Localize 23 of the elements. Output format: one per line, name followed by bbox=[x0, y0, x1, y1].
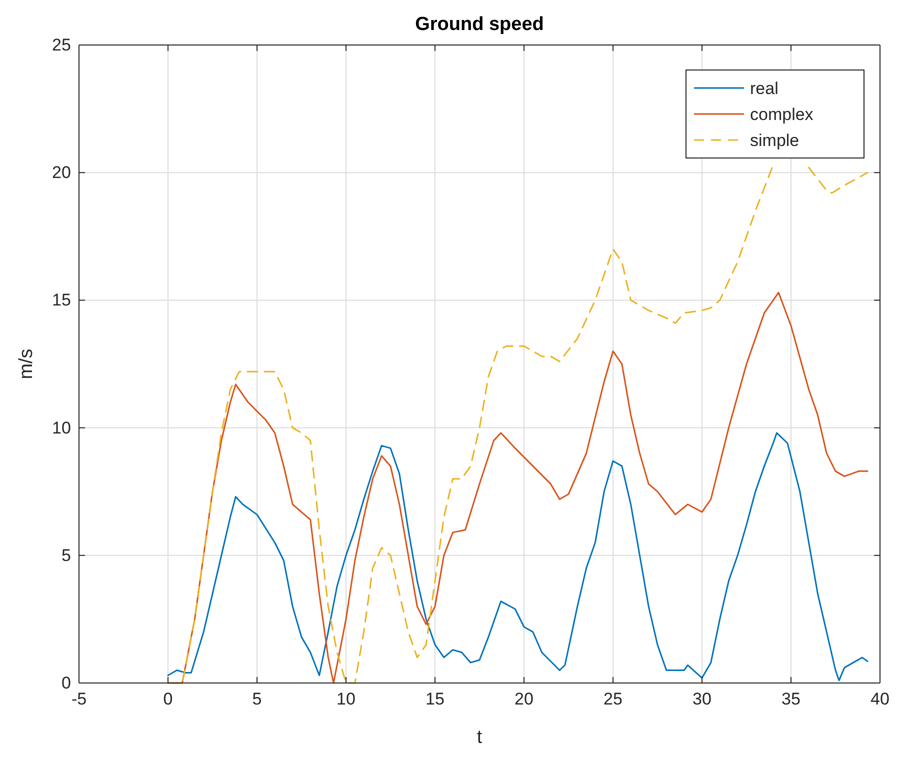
x-tick-label: 0 bbox=[163, 690, 173, 709]
line-series bbox=[167, 432, 868, 682]
y-tick-label: 5 bbox=[61, 546, 71, 565]
y-tick-label: 25 bbox=[52, 35, 71, 54]
x-tick-label: 10 bbox=[336, 690, 356, 709]
x-tick-label: 20 bbox=[514, 690, 534, 709]
y-tick-label: 10 bbox=[52, 418, 71, 438]
y-axis-title: m/s bbox=[16, 348, 37, 380]
x-axis-title: t bbox=[476, 727, 483, 748]
chart-title: Ground speed bbox=[415, 14, 544, 35]
x-tick-label: 40 bbox=[870, 690, 890, 709]
x-tick-label: 30 bbox=[692, 690, 712, 709]
y-tick-label: 20 bbox=[52, 163, 71, 182]
x-tick-label: 25 bbox=[604, 690, 622, 709]
x-tick-label: 5 bbox=[252, 690, 262, 709]
legend-label: simple bbox=[750, 131, 800, 150]
x-tick-label: 35 bbox=[782, 690, 800, 709]
y-tick-label: 0 bbox=[61, 673, 71, 692]
x-tick-label: 15 bbox=[426, 690, 444, 709]
x-tick-label: -5 bbox=[71, 690, 87, 709]
legend-label: complex bbox=[750, 105, 814, 124]
legend-label: real bbox=[750, 79, 778, 98]
y-tick-label: 15 bbox=[52, 290, 71, 310]
